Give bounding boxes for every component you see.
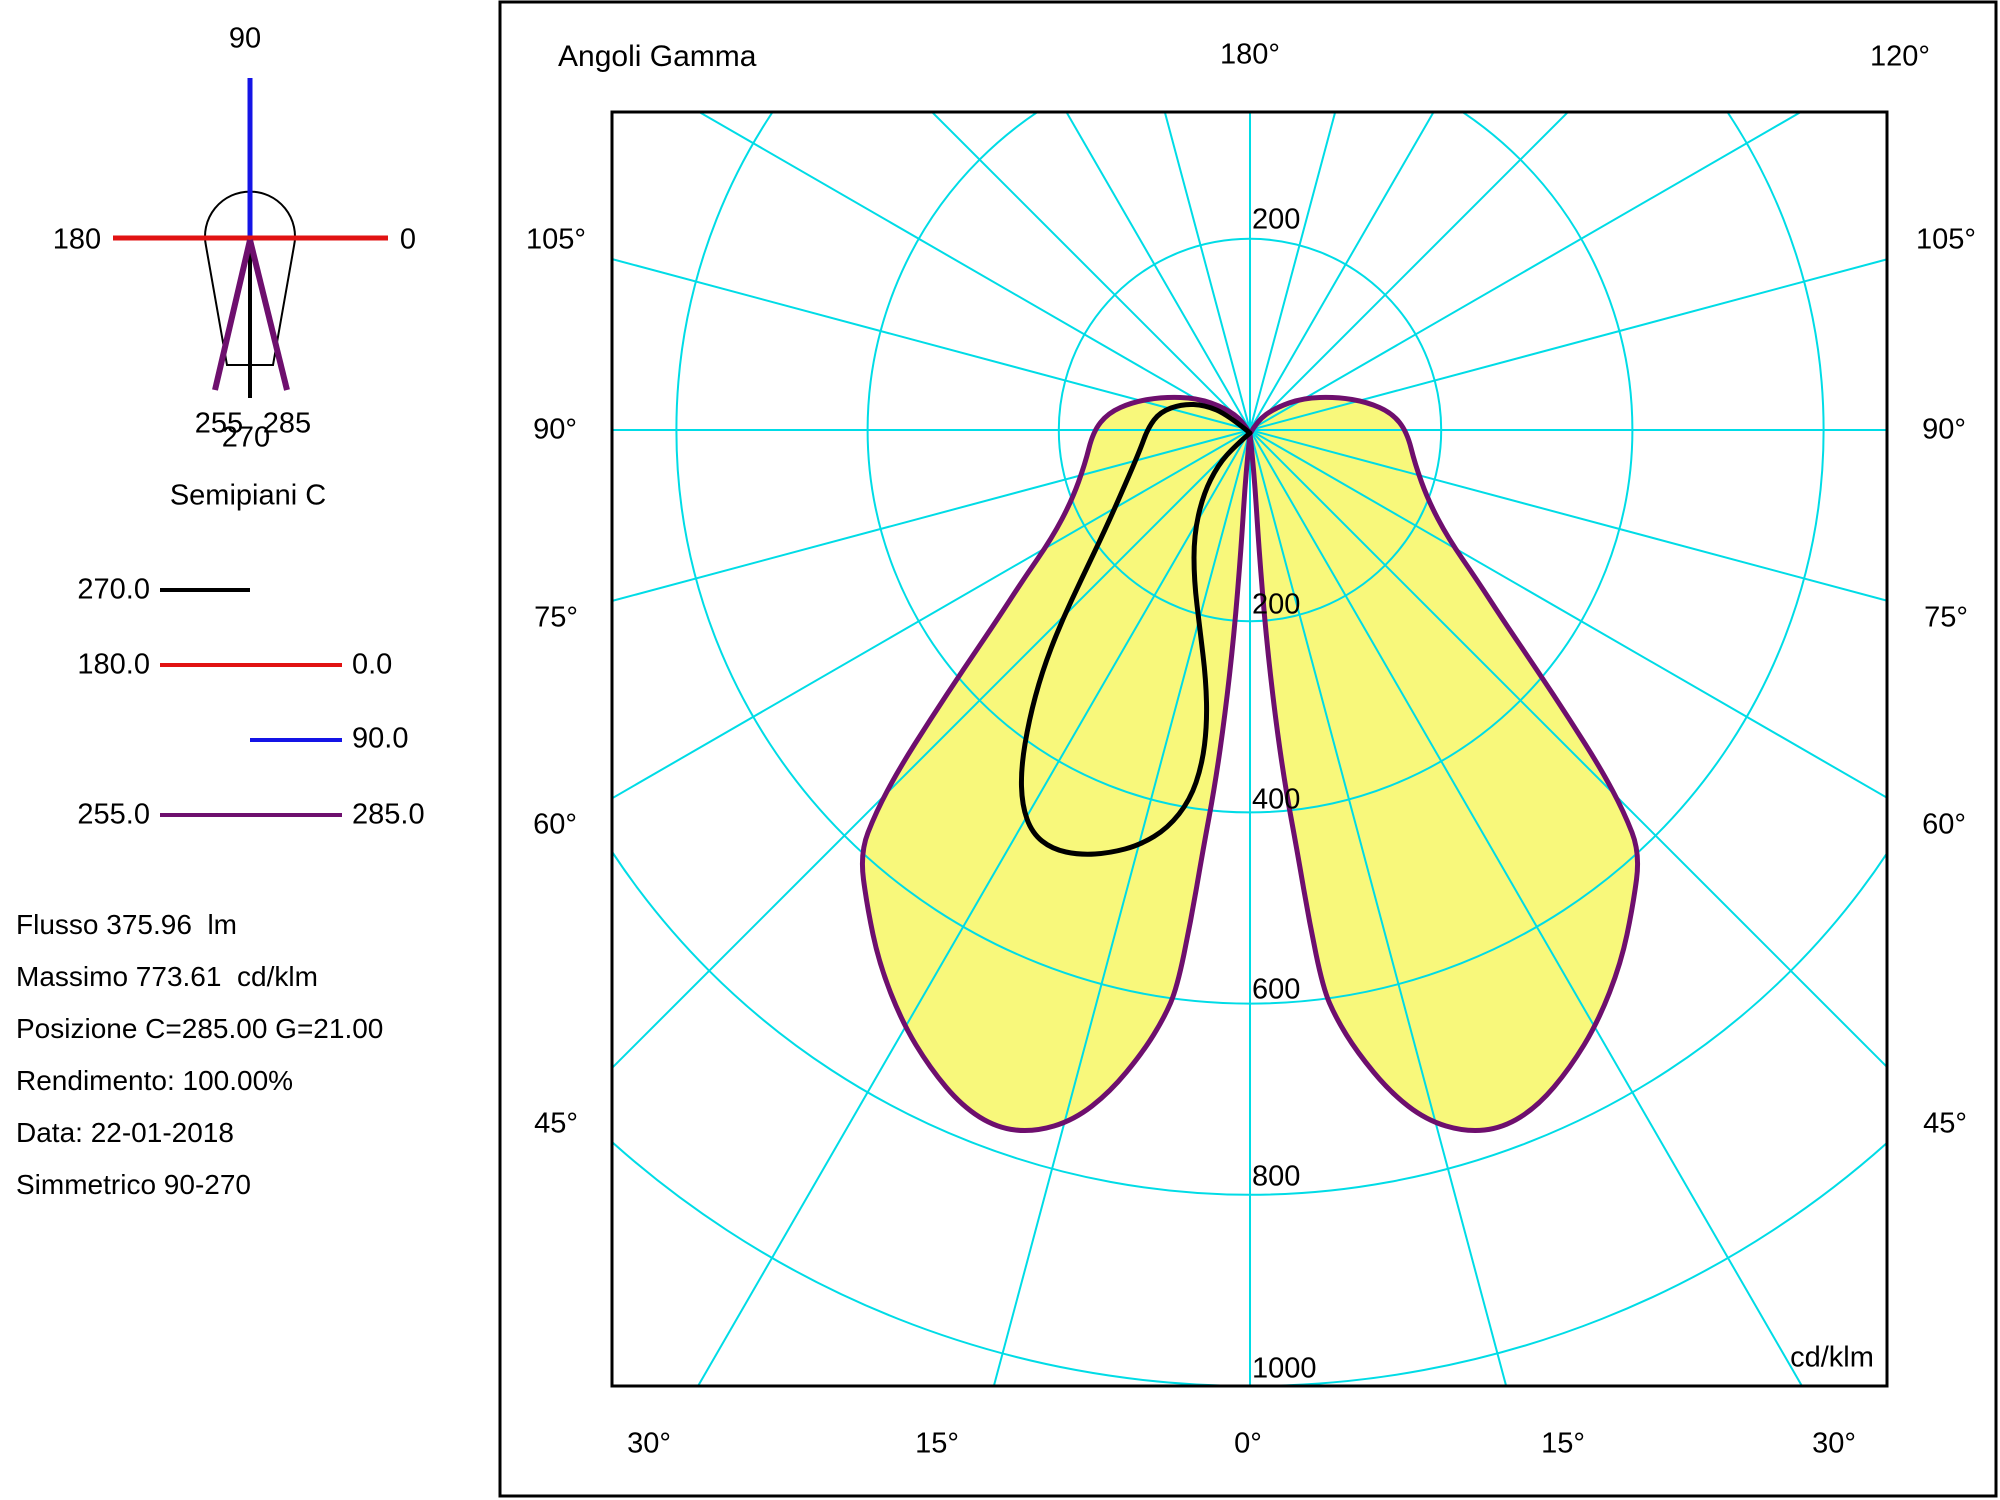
pictogram-label-285: 285 [262,407,312,440]
radial-unit-label: cd/klm [1790,1341,1874,1374]
gamma-label-right-60: 60° [1922,808,1966,841]
radial-tick-400: 400 [1252,783,1301,816]
info-rendimento: Rendimento: 100.00% [16,1065,294,1096]
radial-tick-200-top: 200 [1252,203,1301,236]
info-massimo: Massimo 773.61 cd/klm [16,961,318,992]
pictogram-axis-285-line [247,239,290,391]
legend-label-255: 255.0 [77,798,150,831]
gamma-label-left-90: 90° [533,413,577,446]
pictogram-axis-255-line [212,239,253,391]
gamma-label-right-90: 90° [1922,413,1966,446]
gamma-label-right-105: 105° [1916,223,1976,256]
radial-tick-800: 800 [1252,1160,1301,1193]
pictogram-label-90: 90 [228,22,262,55]
gamma-label-left-75: 75° [534,601,578,634]
pictogram-label-270: 270 [221,421,271,454]
legend-label-270: 270.0 [77,573,150,606]
pictogram-label-255: 255 [194,407,244,440]
chart-title: Angoli Gamma [558,40,757,73]
gamma-label-bottom-30r: 30° [1812,1427,1856,1460]
gamma-label-left-105: 105° [526,223,586,256]
gamma-label-right-75: 75° [1924,601,1968,634]
info-data: Data: 22-01-2018 [16,1117,234,1148]
radial-tick-1000: 1000 [1252,1352,1317,1385]
radial-tick-200: 200 [1252,588,1301,621]
gamma-label-bottom-0: 0° [1234,1427,1262,1460]
gamma-label-right-45: 45° [1923,1107,1967,1140]
gamma-label-bottom-30l: 30° [627,1427,671,1460]
legend-label-0: 0.0 [352,648,393,681]
pictogram-label-180: 180 [52,223,102,256]
info-flusso: Flusso 375.96 lm [16,909,237,940]
legend-label-285: 285.0 [352,798,425,831]
gamma-label-bottom-15r: 15° [1541,1427,1585,1460]
gamma-label-top-120: 120° [1870,40,1930,73]
pictogram-label-0: 0 [399,223,417,256]
radial-tick-600: 600 [1252,973,1301,1006]
legend-lines [160,588,342,817]
pictogram-caption: Semipiani C [169,479,327,512]
gamma-label-left-45: 45° [534,1107,578,1140]
gamma-label-bottom-15l: 15° [915,1427,959,1460]
gamma-label-top-180: 180° [1220,38,1280,71]
legend-label-90: 90.0 [352,722,409,755]
legend-label-180: 180.0 [77,648,150,681]
info-posizione: Posizione C=285.00 G=21.00 [16,1013,384,1044]
info-simmetrico: Simmetrico 90-270 [16,1169,251,1200]
luminaire-pictogram-icon [113,78,388,398]
gamma-label-left-60: 60° [533,808,577,841]
